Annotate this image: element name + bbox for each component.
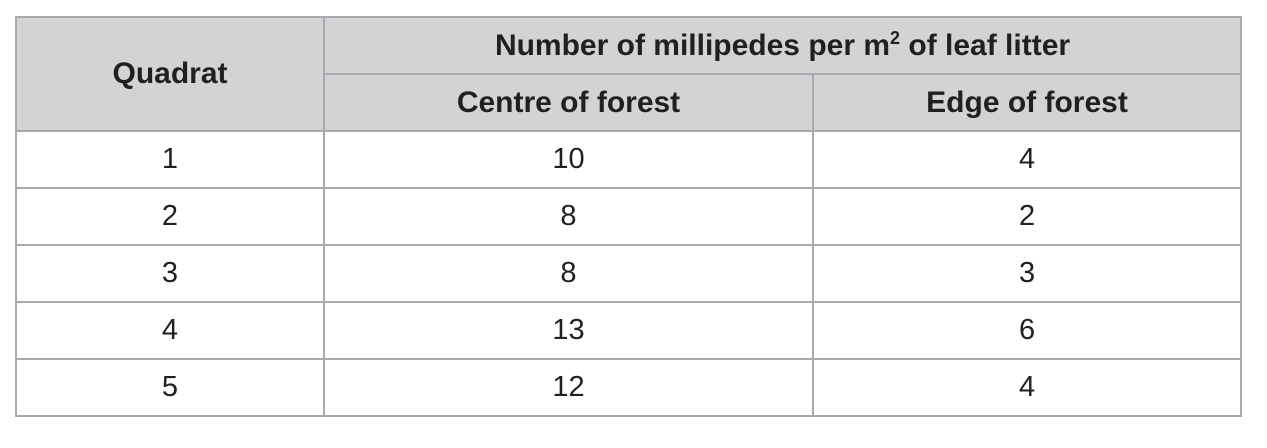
edge-count-cell: 3 xyxy=(811,244,1243,303)
centre-count-cell: 8 xyxy=(323,187,814,246)
edge-count-cell: 2 xyxy=(811,187,1243,246)
centre-of-forest-header: Centre of forest xyxy=(323,73,814,132)
table-row: 4 13 6 xyxy=(15,301,1243,360)
edge-count-cell: 4 xyxy=(811,358,1243,417)
table-row: 2 8 2 xyxy=(15,187,1243,246)
quadrat-header: Quadrat xyxy=(15,16,325,132)
quadrat-cell: 5 xyxy=(15,358,325,417)
quadrat-cell: 1 xyxy=(15,130,325,189)
quadrat-cell: 4 xyxy=(15,301,325,360)
group-header-text-tail: of leaf litter xyxy=(900,28,1071,62)
edge-count-cell: 6 xyxy=(811,301,1243,360)
edge-of-forest-header: Edge of forest xyxy=(811,73,1243,132)
centre-count-cell: 13 xyxy=(323,301,814,360)
edge-count-cell: 4 xyxy=(811,130,1243,189)
quadrat-cell: 2 xyxy=(15,187,325,246)
header-row-top: Quadrat Number of millipedes per m2 of l… xyxy=(15,16,1243,132)
quadrat-cell: 3 xyxy=(15,244,325,303)
centre-count-cell: 12 xyxy=(323,358,814,417)
millipede-count-group-header: Number of millipedes per m2 of leaf litt… xyxy=(322,16,1243,75)
table-row: 1 10 4 xyxy=(15,130,1243,189)
header-row-sub: Centre of forest Edge of forest xyxy=(16,73,1243,132)
table-row: 3 8 3 xyxy=(15,244,1243,303)
centre-count-cell: 10 xyxy=(323,130,814,189)
group-header-text: Number of millipedes per m xyxy=(494,28,891,62)
table-row: 5 12 4 xyxy=(15,358,1243,417)
group-header-superscript: 2 xyxy=(890,27,901,48)
millipede-data-table: Quadrat Number of millipedes per m2 of l… xyxy=(15,16,1243,417)
centre-count-cell: 8 xyxy=(323,244,814,303)
